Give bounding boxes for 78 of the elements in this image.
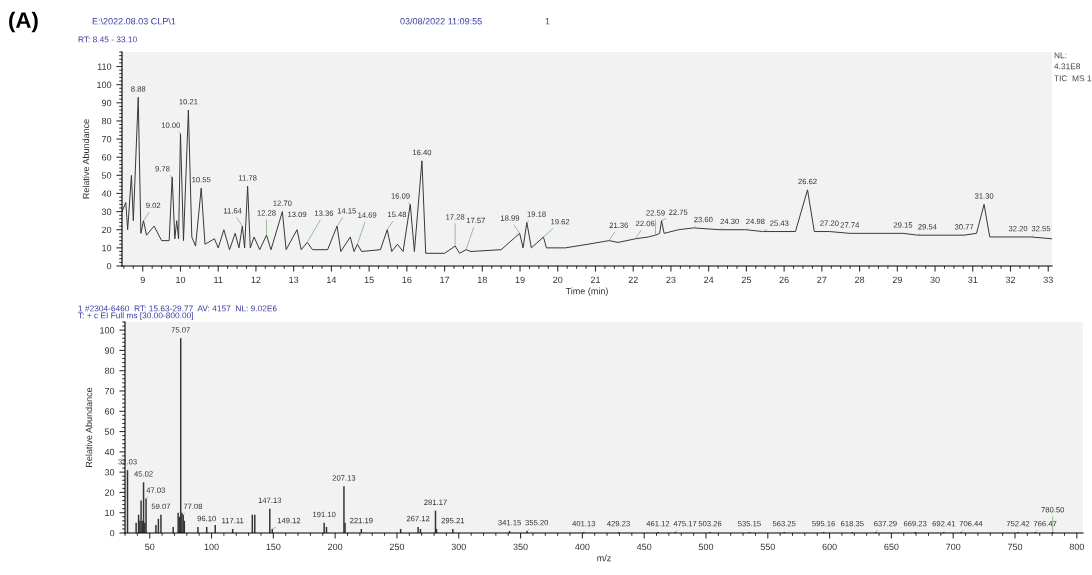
x-tick-label: 450 <box>636 543 652 551</box>
x-tick-label: 30 <box>930 276 940 284</box>
x-tick-label: 12 <box>251 276 261 283</box>
x-tick-label: 200 <box>328 543 343 551</box>
x-tick-label: 20 <box>553 276 563 284</box>
x-tick-label: 15 <box>364 276 374 284</box>
y-tick-label: 10 <box>105 509 115 517</box>
x-tick-label: 100 <box>204 543 219 551</box>
y-axis-title: Relative Abundance <box>82 119 90 199</box>
x-tick-label: 150 <box>266 543 281 551</box>
x-tick-label: 33 <box>1043 276 1053 284</box>
x-axis-title: Time (min) <box>565 287 608 297</box>
x-tick-label: 21 <box>590 276 601 283</box>
x-tick-label: 23 <box>666 276 676 284</box>
y-tick-label: 70 <box>105 387 115 395</box>
text: 03/08/2022 11:09:55 <box>400 17 482 25</box>
y-tick-label: 80 <box>104 367 115 375</box>
x-tick-label: 500 <box>698 543 714 551</box>
y-tick-label: 30 <box>101 208 112 215</box>
text: TIC MS 1 <box>1054 75 1092 82</box>
y-tick-label: 60 <box>102 154 112 161</box>
x-tick-label: 750 <box>1007 543 1023 551</box>
x-tick-label: 300 <box>451 543 466 551</box>
chart-subtitle: T: + c EI Full ms [30.00-800.00] <box>78 312 193 320</box>
y-tick-label: 0 <box>106 262 112 270</box>
x-tick-label: 17 <box>440 276 450 283</box>
x-tick-label: 10 <box>176 276 186 284</box>
y-tick-label: 90 <box>101 99 112 107</box>
x-tick-label: 50 <box>145 543 155 551</box>
x-tick-label: 600 <box>822 543 837 551</box>
chart-title: RT: 8.45 - 33.10 <box>78 36 137 43</box>
x-tick-label: 32 <box>1005 276 1016 284</box>
x-tick-label: 650 <box>884 543 899 551</box>
y-tick-label: 80 <box>101 117 112 125</box>
x-tick-label: 19 <box>515 276 525 284</box>
x-tick-label: 27 <box>817 276 827 283</box>
y-tick-label: 60 <box>105 408 115 415</box>
y-tick-label: 0 <box>109 529 115 537</box>
x-tick-label: 14 <box>327 276 337 283</box>
text: E:\2022.08.03 CLP\1 <box>92 17 176 25</box>
x-tick-label: 400 <box>575 543 590 551</box>
x-tick-label: 11 <box>214 276 223 283</box>
y-tick-label: 100 <box>97 81 112 88</box>
y-tick-label: 40 <box>104 448 115 456</box>
y-tick-label: 20 <box>102 226 112 234</box>
y-tick-label: 100 <box>100 327 115 334</box>
y-tick-label: 10 <box>102 244 112 252</box>
x-tick-label: 28 <box>855 276 865 284</box>
x-tick-label: 18 <box>477 276 487 284</box>
y-tick-label: 50 <box>104 428 115 435</box>
y-tick-label: 50 <box>101 172 112 179</box>
y-tick-label: 70 <box>102 136 112 143</box>
text: NL: <box>1054 52 1067 59</box>
x-tick-label: 13 <box>289 276 299 284</box>
x-tick-label: 250 <box>389 543 405 551</box>
y-tick-label: 40 <box>101 190 112 197</box>
x-tick-label: 800 <box>1069 543 1084 551</box>
x-axis-title: m/z <box>597 554 611 562</box>
x-tick-label: 24 <box>704 276 714 283</box>
y-tick-label: 90 <box>104 347 115 354</box>
x-tick-label: 350 <box>513 543 528 551</box>
x-tick-label: 25 <box>741 276 752 284</box>
x-tick-label: 16 <box>402 276 412 284</box>
x-tick-label: 9 <box>140 276 145 284</box>
y-axis-title: Relative Abundance <box>85 387 93 467</box>
text: 1 <box>545 18 550 25</box>
x-tick-label: 31 <box>968 276 978 284</box>
x-tick-label: 29 <box>892 276 902 284</box>
y-tick-label: 30 <box>104 469 115 476</box>
x-tick-label: 700 <box>946 543 961 551</box>
y-tick-label: 110 <box>97 63 112 70</box>
y-tick-label: 20 <box>105 489 115 496</box>
chart-title: 1 #2304-6460 RT: 15.63-29.77 AV: 4157 NL: 9.02E6 <box>78 305 277 312</box>
text: 4.31E8 <box>1054 63 1081 70</box>
x-tick-label: 550 <box>760 543 775 551</box>
x-tick-label: 26 <box>779 276 789 284</box>
text: (A) <box>9 11 38 33</box>
x-tick-label: 22 <box>628 276 638 283</box>
